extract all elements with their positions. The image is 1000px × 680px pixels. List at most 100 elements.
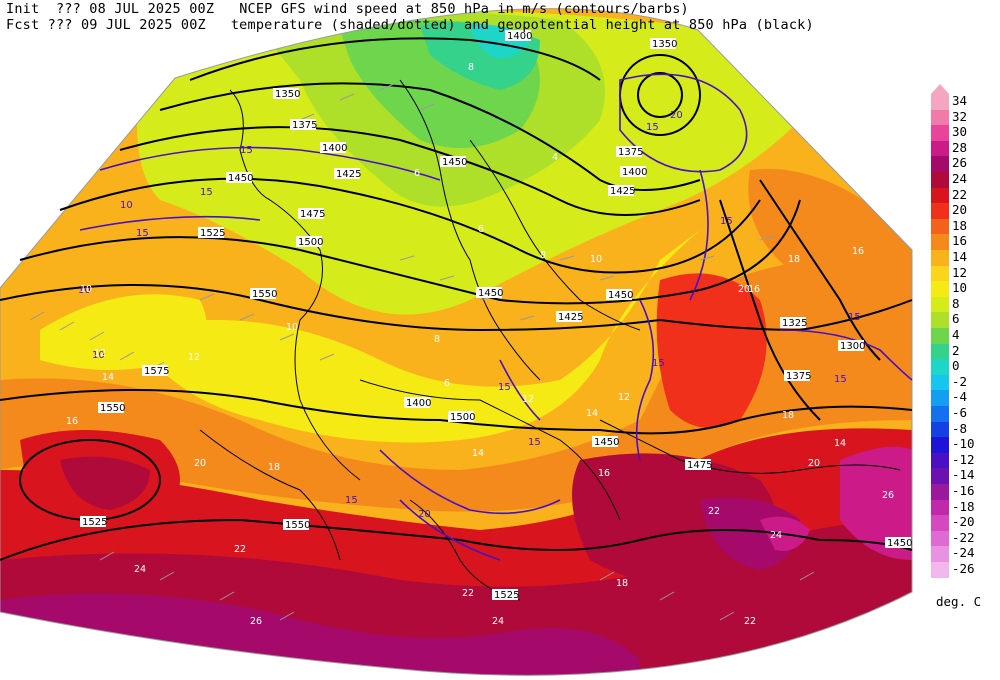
height-label: 1400: [507, 31, 532, 42]
wind-labels: 15 15 10 15 10 10 15 15 15 20 15 15 15 2…: [78, 110, 861, 520]
colorbar-swatch: [931, 437, 949, 454]
colorbar-label: 32: [952, 108, 968, 124]
init-time: Init ??? 08 JUL 2025 00Z: [6, 1, 215, 17]
temp-label: 6: [414, 168, 420, 179]
height-label: 1300: [840, 341, 865, 352]
temp-label: 24: [770, 530, 782, 541]
height-label: 1500: [450, 412, 475, 423]
temp-label: 18: [268, 462, 280, 473]
temp-label: 22: [462, 588, 474, 599]
height-label: 1525: [82, 517, 107, 528]
colorbar-swatch: [931, 530, 949, 547]
colorbar-swatch: [931, 374, 949, 391]
colorbar-swatch: [931, 156, 949, 173]
colorbar-label: 22: [952, 186, 968, 202]
wind-label: 10: [92, 350, 105, 361]
wind-label: 10: [78, 285, 91, 296]
temp-label: 16: [748, 284, 760, 295]
height-label: 1425: [610, 186, 635, 197]
colorbar-swatch: [931, 562, 949, 579]
colorbar-swatch: [931, 421, 949, 438]
colorbar-swatch: [931, 187, 949, 204]
colorbar-swatch: [931, 390, 949, 407]
wind-label: 15: [848, 312, 861, 323]
colorbar-label: 30: [952, 124, 968, 140]
temp-label: 6: [478, 224, 484, 235]
colorbar-swatch: [931, 546, 949, 563]
height-label: 1475: [687, 460, 712, 471]
colorbar-swatch: [931, 343, 949, 360]
temp-label: 18: [616, 578, 628, 589]
colorbar-label: -18: [952, 498, 975, 514]
colorbar-label: 34: [952, 93, 968, 108]
height-label: 1375: [618, 147, 643, 158]
colorbar-swatch: [931, 218, 949, 235]
height-label: 1525: [200, 228, 225, 239]
temp-label: 12: [522, 394, 534, 405]
colorbar-label: -20: [952, 514, 975, 530]
colorbar-swatch: [931, 312, 949, 329]
colorbar-top-arrow: [931, 84, 949, 94]
colorbar-swatch: [931, 499, 949, 516]
height-label: 1350: [652, 39, 677, 50]
temp-label: 14: [834, 438, 846, 449]
fcst-line: Fcst ??? 09 JUL 2025 00Z temperature (sh…: [6, 17, 814, 33]
height-label: 1550: [285, 520, 310, 531]
temp-labels: 8 6 4 10 12 14 16 18 20 22 24 26 24 22 2…: [66, 62, 894, 627]
temp-label: 26: [882, 490, 894, 501]
wind-label: 15: [498, 382, 511, 393]
temp-label: 10: [80, 284, 92, 295]
colorbar-label: -2: [952, 373, 968, 389]
temp-label: 12: [618, 392, 630, 403]
temp-label: 14: [586, 408, 598, 419]
wind-label: 15: [834, 374, 847, 385]
temp-label: 20: [194, 458, 206, 469]
height-label: 1550: [100, 403, 125, 414]
temp-label: 26: [250, 616, 262, 627]
height-label: 1450: [442, 157, 467, 168]
colorbar-swatch: [931, 452, 949, 469]
temp-label: 8: [434, 334, 440, 345]
colorbar-swatch: [931, 234, 949, 251]
wind-label: 15: [200, 187, 213, 198]
colorbar-swatch: [931, 515, 949, 532]
colorbar-swatch: [931, 296, 949, 313]
gap: [206, 17, 231, 33]
height-label: 1500: [298, 237, 323, 248]
temp-label: 14: [102, 372, 114, 383]
height-label: 1425: [558, 312, 583, 323]
colorbar-label: 8: [952, 295, 960, 311]
colorbar-swatch: [931, 203, 949, 220]
temp-label: 18: [788, 254, 800, 265]
temp-label: 10: [590, 254, 602, 265]
colorbar-label: 0: [952, 358, 960, 374]
height-label: 1450: [228, 173, 253, 184]
colorbar-label: -12: [952, 451, 975, 467]
height-label: 1525: [494, 590, 519, 601]
wind-label: 10: [120, 200, 133, 211]
init-line: Init ??? 08 JUL 2025 00Z NCEP GFS wind s…: [6, 1, 689, 17]
wind-label: 15: [652, 358, 665, 369]
colorbar-swatch: [931, 281, 949, 298]
colorbar-swatch: [931, 484, 949, 501]
height-label: 1400: [622, 167, 647, 178]
colorbar-label: 12: [952, 264, 968, 280]
colorbar-label: 24: [952, 171, 968, 186]
colorbar-units: deg. C: [936, 594, 982, 609]
height-label: 1450: [594, 437, 619, 448]
colorbar-swatch: [931, 265, 949, 282]
colorbar-swatch: [931, 468, 949, 485]
fcst-time: Fcst ??? 09 JUL 2025 00Z: [6, 17, 206, 33]
temp-label: 22: [234, 544, 246, 555]
colorbar-label: 2: [952, 342, 960, 358]
colorbar-label: 18: [952, 217, 968, 233]
colorbar-label: 4: [952, 327, 960, 342]
height-label: 1325: [782, 318, 807, 329]
domain-border: [0, 8, 913, 676]
colorbar-label: -4: [952, 389, 968, 405]
colorbar-swatch: [931, 140, 949, 157]
colorbar-label: 10: [952, 280, 968, 296]
temp-label: 14: [472, 448, 484, 459]
